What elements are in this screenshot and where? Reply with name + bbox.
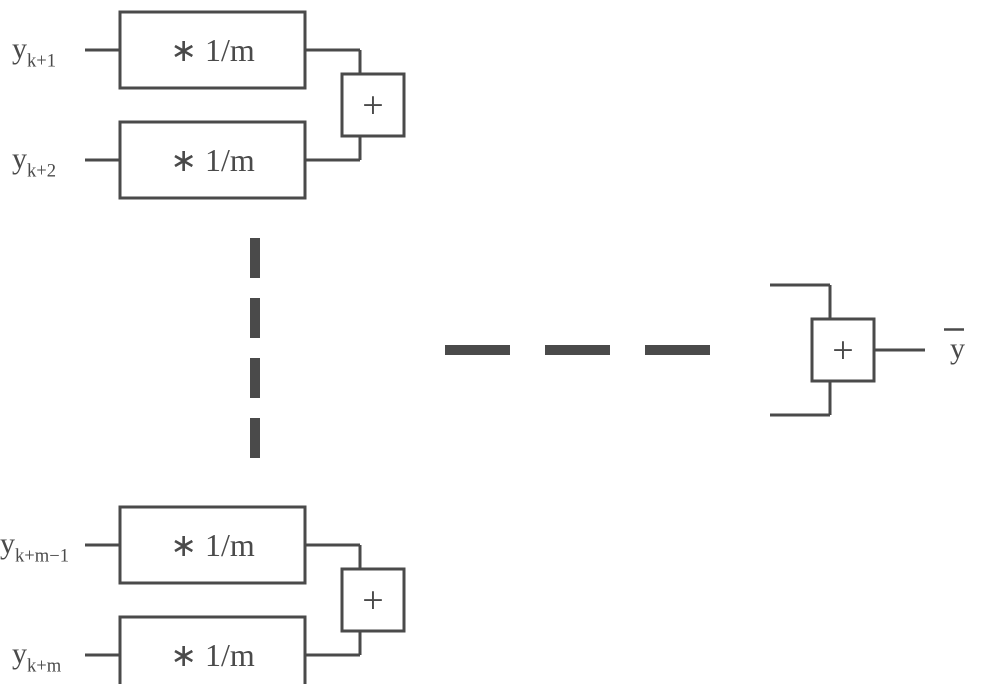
adder-top: + [362,85,383,127]
adder-bottom: + [362,580,383,622]
input-label-y3: yk+m−1 [0,527,69,566]
input-label-y2: yk+2 [12,142,56,181]
adder-final: + [832,330,853,372]
mult-box-3: ∗ 1/m [170,527,255,563]
mult-box-4: ∗ 1/m [170,637,255,673]
input-label-y4: yk+m [12,637,62,676]
output-label: y [950,332,965,365]
mult-box-1: ∗ 1/m [170,32,255,68]
input-label-y1: yk+1 [12,32,56,71]
mult-box-2: ∗ 1/m [170,142,255,178]
